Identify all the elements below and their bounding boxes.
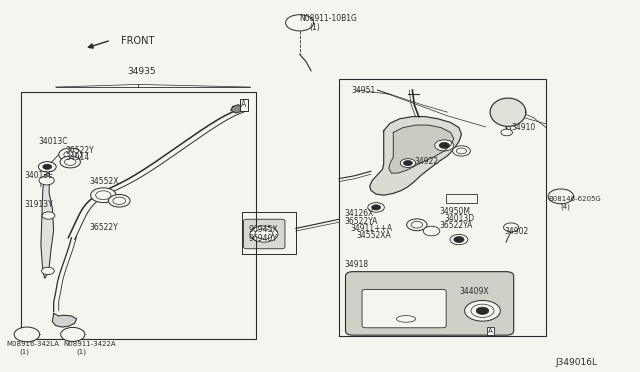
FancyBboxPatch shape (362, 289, 446, 328)
Text: 31913Y: 31913Y (24, 200, 53, 209)
Text: 96945X: 96945X (248, 225, 278, 234)
Circle shape (471, 304, 494, 317)
Circle shape (450, 234, 468, 245)
Text: A: A (241, 100, 246, 109)
Text: 34922: 34922 (414, 157, 438, 166)
Circle shape (435, 140, 454, 151)
Text: 96940Y: 96940Y (248, 234, 278, 243)
Polygon shape (389, 125, 454, 173)
Text: (4): (4) (561, 203, 571, 209)
Text: N08911-10B1G: N08911-10B1G (300, 13, 358, 22)
Circle shape (91, 188, 116, 203)
Circle shape (65, 159, 76, 165)
Circle shape (108, 195, 130, 207)
Text: J349016L: J349016L (556, 358, 598, 367)
Text: 36522YA: 36522YA (344, 217, 378, 225)
Text: B08146-6205G: B08146-6205G (548, 196, 601, 202)
Circle shape (548, 189, 573, 204)
Circle shape (59, 148, 82, 161)
Circle shape (368, 203, 385, 212)
FancyBboxPatch shape (346, 272, 514, 335)
Text: (1): (1) (19, 348, 29, 355)
Circle shape (501, 129, 513, 136)
Text: 34013C: 34013C (38, 137, 68, 146)
Circle shape (504, 223, 519, 232)
Circle shape (476, 307, 489, 314)
Text: 34902: 34902 (505, 227, 529, 235)
Circle shape (465, 301, 500, 321)
Circle shape (38, 161, 56, 172)
Circle shape (372, 205, 381, 210)
Text: 34409X: 34409X (459, 287, 488, 296)
Circle shape (291, 17, 308, 28)
Circle shape (14, 327, 40, 342)
Bar (446, 195, 477, 203)
Polygon shape (490, 98, 526, 126)
FancyBboxPatch shape (244, 219, 285, 249)
Text: 34951: 34951 (352, 86, 376, 94)
Text: 36522Y: 36522Y (90, 223, 118, 232)
Text: (1): (1) (310, 23, 320, 32)
Circle shape (18, 329, 36, 340)
Polygon shape (41, 173, 54, 278)
Circle shape (64, 151, 77, 158)
Circle shape (439, 142, 449, 148)
Text: M08916-342LA: M08916-342LA (6, 341, 60, 347)
Polygon shape (370, 116, 461, 195)
Circle shape (285, 15, 314, 31)
Text: FRONT: FRONT (121, 36, 155, 46)
Circle shape (411, 221, 422, 228)
Text: 34552XA: 34552XA (356, 231, 391, 240)
Text: 34911++A: 34911++A (351, 224, 393, 233)
Text: (1): (1) (76, 348, 86, 355)
Circle shape (42, 212, 55, 219)
Text: 36522Y: 36522Y (65, 146, 94, 155)
Circle shape (423, 226, 440, 236)
Circle shape (60, 156, 81, 168)
Ellipse shape (396, 315, 415, 322)
Text: 34013D: 34013D (444, 214, 474, 223)
Polygon shape (52, 313, 77, 327)
Text: 34914: 34914 (65, 153, 90, 163)
Text: 34126X: 34126X (344, 209, 374, 218)
Text: 34013E: 34013E (24, 171, 53, 180)
Circle shape (39, 176, 54, 185)
Text: 34910: 34910 (511, 123, 536, 132)
Circle shape (65, 330, 81, 339)
Circle shape (42, 267, 54, 275)
Circle shape (456, 148, 467, 154)
Circle shape (452, 146, 470, 156)
Circle shape (96, 191, 111, 200)
Circle shape (250, 226, 278, 242)
Circle shape (400, 159, 415, 167)
Text: A: A (488, 328, 493, 334)
Circle shape (406, 219, 427, 231)
Circle shape (113, 197, 125, 205)
Text: 34918: 34918 (344, 260, 369, 269)
Circle shape (403, 161, 412, 166)
Text: N08911-3422A: N08911-3422A (63, 341, 116, 347)
Circle shape (454, 237, 464, 243)
Text: 34950M: 34950M (440, 206, 471, 216)
Circle shape (255, 229, 273, 239)
Circle shape (61, 327, 85, 341)
Text: 34552X: 34552X (90, 177, 119, 186)
Text: 36522YA: 36522YA (440, 221, 473, 230)
Circle shape (43, 164, 52, 169)
Polygon shape (231, 105, 243, 113)
Text: 34935: 34935 (127, 67, 156, 76)
Circle shape (552, 192, 569, 201)
